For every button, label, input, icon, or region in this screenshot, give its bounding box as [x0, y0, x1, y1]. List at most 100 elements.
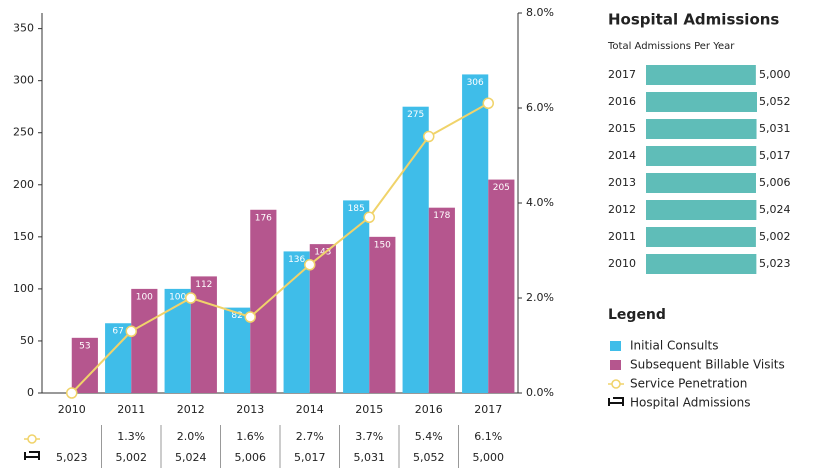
line-marker: [244, 311, 256, 323]
legend-swatch: [611, 379, 621, 389]
line: [71, 102, 489, 394]
bed-icon: [24, 451, 40, 460]
bar: [224, 307, 251, 393]
table-cell: 5,017: [294, 451, 326, 464]
x-tick-label: 2012: [177, 403, 205, 416]
bar-label: 205: [493, 183, 510, 193]
bar: [488, 179, 515, 393]
panel-year: 2012: [608, 203, 636, 216]
row-icon: [27, 434, 37, 444]
bar-label: 100: [136, 292, 153, 302]
table-cell: 5,006: [235, 451, 267, 464]
bar-label: 53: [79, 341, 90, 351]
line-marker: [66, 387, 78, 399]
table-cell: 1.3%: [117, 430, 145, 443]
line-marker: [423, 130, 435, 143]
panel-value: 5,002: [759, 230, 791, 243]
x-tick-label: 2017: [474, 403, 502, 416]
bar: [402, 106, 429, 393]
panel-year: 2016: [608, 95, 636, 108]
y-tick-label: 350: [13, 22, 34, 35]
panel-value: 5,031: [759, 122, 791, 135]
bar: [309, 244, 336, 393]
bar-label: 100: [169, 292, 186, 302]
panel-value: 5,052: [759, 95, 791, 108]
panel-bar: [646, 65, 756, 85]
bar: [343, 200, 370, 393]
table-cell: 5.4%: [415, 430, 443, 443]
panel-value: 5,000: [759, 68, 791, 81]
y-tick-label: 300: [13, 74, 34, 87]
y-tick-label: 250: [13, 126, 34, 139]
table-cell: 5,031: [354, 451, 386, 464]
y2-tick-label: 2.0%: [526, 291, 554, 304]
panel-bar: [646, 227, 756, 247]
table-cell: 5,000: [473, 451, 505, 464]
panel-bar: [646, 92, 757, 112]
table-cell: 3.7%: [355, 430, 383, 443]
y2-tick-label: 6.0%: [526, 101, 554, 114]
bar-label: 143: [314, 248, 331, 258]
line-marker: [304, 259, 316, 271]
panel-year: 2015: [608, 122, 636, 135]
table-cell: 6.1%: [474, 430, 502, 443]
bar: [250, 209, 277, 393]
legend-label: Initial Consults: [630, 339, 719, 353]
legend-label: Subsequent Billable Visits: [630, 358, 785, 372]
legend-label: Service Penetration: [630, 377, 747, 391]
panel-year: 2011: [608, 230, 636, 243]
bar: [71, 337, 98, 393]
y2-tick-label: 8.0%: [526, 6, 554, 19]
line-marker: [125, 325, 137, 337]
x-tick-label: 2013: [236, 403, 264, 416]
panel-year: 2013: [608, 176, 636, 189]
panel-value: 5,024: [759, 203, 791, 216]
table-cell: 2.0%: [177, 430, 205, 443]
bed-icon: [608, 397, 624, 406]
panel-bar: [646, 173, 756, 193]
legend-label: Hospital Admissions: [630, 396, 750, 410]
legend-swatch: [610, 360, 621, 370]
line-marker: [482, 97, 494, 109]
table-cell: 5,002: [116, 451, 148, 464]
x-tick-label: 2011: [117, 403, 145, 416]
line-marker: [363, 211, 375, 223]
table-cell: 5,023: [56, 451, 88, 464]
panel-title: Hospital Admissions: [608, 11, 779, 29]
bar-label: 176: [255, 213, 272, 223]
x-tick-label: 2010: [58, 403, 86, 416]
bar: [283, 251, 310, 393]
bar-label: 178: [433, 211, 450, 221]
bar-label: 67: [112, 327, 123, 337]
y-tick-label: 0: [27, 386, 34, 399]
y-tick-label: 150: [13, 230, 34, 243]
table-cell: 5,052: [413, 451, 445, 464]
bar-label: 112: [195, 280, 212, 290]
line-marker: [185, 292, 197, 304]
table-cell: 5,024: [175, 451, 207, 464]
panel-value: 5,023: [759, 257, 791, 270]
panel-year: 2017: [608, 68, 636, 81]
bar: [462, 74, 489, 394]
y2-tick-label: 0.0%: [526, 386, 554, 399]
panel-year: 2014: [608, 149, 636, 162]
panel-value: 5,017: [759, 149, 791, 162]
panel-bar: [646, 146, 757, 166]
bar-label: 136: [288, 255, 305, 265]
panel-bar: [646, 119, 757, 139]
bar: [369, 236, 396, 393]
bar-label: 185: [348, 204, 365, 214]
legend-swatch: [610, 341, 621, 351]
x-tick-label: 2014: [296, 403, 324, 416]
bar-label: 275: [407, 110, 424, 120]
table-cell: 1.6%: [236, 430, 264, 443]
bar: [131, 288, 158, 393]
x-tick-label: 2016: [415, 403, 443, 416]
legend-title: Legend: [608, 307, 666, 323]
bar-label: 150: [374, 240, 391, 250]
y-tick-label: 50: [20, 334, 34, 347]
panel-bar: [646, 200, 757, 220]
panel-bar: [646, 254, 757, 274]
panel-year: 2010: [608, 257, 636, 270]
